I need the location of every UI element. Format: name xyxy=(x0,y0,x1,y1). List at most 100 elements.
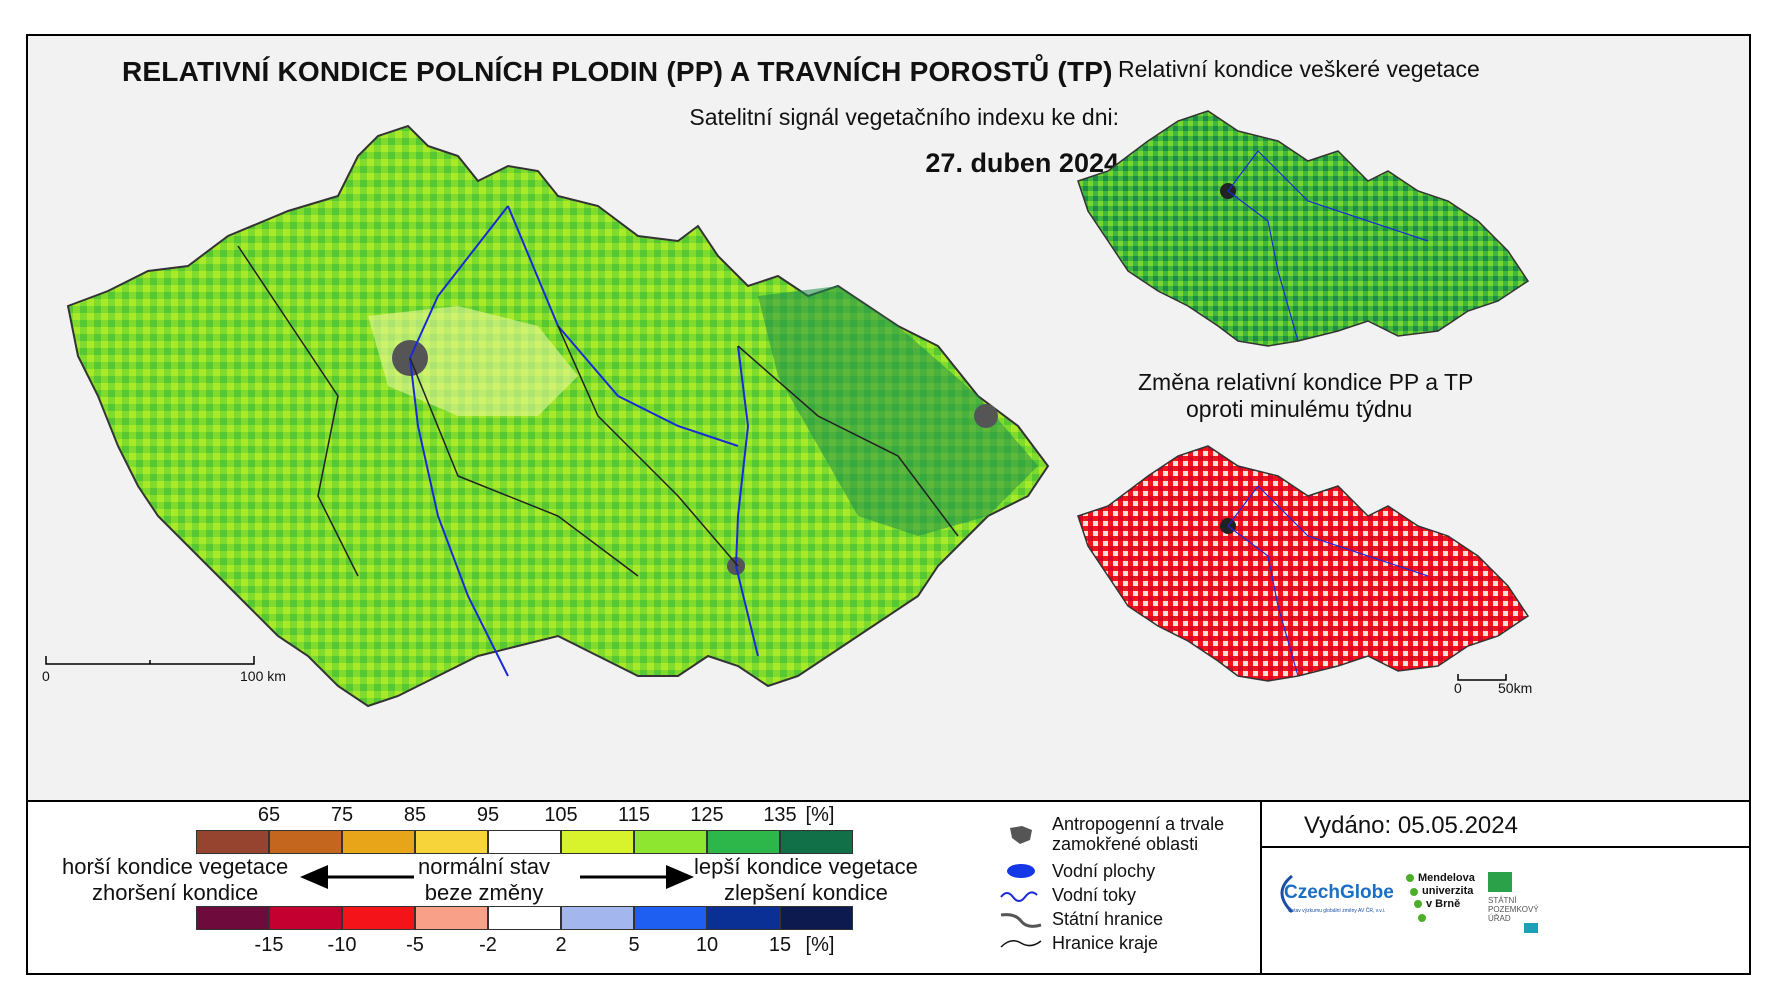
legend-panel: 65 75 85 95 105 115 125 135 [%] horší kondice ve… xyxy=(28,800,1749,975)
condition-tick-label: 125 xyxy=(690,804,724,826)
condition-scale xyxy=(196,830,853,854)
anthropogenic-line2: zamokřené oblasti xyxy=(1052,834,1199,854)
worse-line1: horší kondice vegetace xyxy=(62,854,289,879)
change-tick-label: 2 xyxy=(555,934,567,956)
change-swatch-1 xyxy=(269,906,342,930)
spu-green-square xyxy=(1488,872,1512,892)
main-scale-bar xyxy=(45,656,255,665)
date-label: 27. duben 2024 xyxy=(925,148,1119,178)
change-tick-label: -2 xyxy=(479,934,497,956)
condition-tick-label: 75 xyxy=(330,804,354,826)
change-unit-label: [%] xyxy=(805,934,835,956)
mendel-line3: v Brně xyxy=(1426,898,1461,910)
spu-line3: ÚŘAD xyxy=(1488,914,1511,923)
issued-date: Vydáno: 05.05.2024 xyxy=(1304,812,1518,839)
czech-republic-shape-small xyxy=(1077,110,1530,347)
spu-line1: STÁTNÍ xyxy=(1488,896,1517,905)
page-title: RELATIVNÍ KONDICE POLNÍCH PLODIN (PP) A … xyxy=(122,56,1113,87)
key-rivers: Vodní toky xyxy=(996,882,1136,908)
normal-line1: normální stav xyxy=(418,854,551,879)
side-scale-start: 0 xyxy=(1454,680,1462,696)
change-swatch-0 xyxy=(196,906,269,930)
condition-tick-label: 85 xyxy=(403,804,427,826)
region-borders xyxy=(237,245,959,577)
key-water-bodies: Vodní plochy xyxy=(996,858,1155,884)
better-text: lepší kondice vegetace zlepšení kondice xyxy=(694,854,918,906)
rivers-label: Vodní toky xyxy=(1052,884,1137,905)
condition-tick-label: 135 xyxy=(763,804,797,826)
panel-divider xyxy=(1260,802,1262,975)
river-icon xyxy=(996,882,1046,908)
better-line2: zlepšení kondice xyxy=(723,880,888,905)
condition-swatch-2 xyxy=(342,830,415,854)
dark-green-east-area xyxy=(758,286,1038,536)
condition-swatch-1 xyxy=(269,830,342,854)
change-tick-label: -10 xyxy=(327,934,357,956)
mendel-line1: Mendelova xyxy=(1418,872,1475,884)
mendel-line2: univerzita xyxy=(1422,885,1474,897)
main-scale-end: 100 km xyxy=(240,668,286,684)
condition-swatch-8 xyxy=(780,830,853,854)
condition-swatch-4 xyxy=(488,830,561,854)
issued-divider xyxy=(1260,846,1749,848)
czech-republic-shape xyxy=(66,124,1050,708)
change-swatch-4 xyxy=(488,906,561,930)
left-arrow xyxy=(300,865,414,889)
key-anthropogenic: Antropogenní a trvale zamokřené oblasti xyxy=(996,814,1224,854)
all-vegetation-title: Relativní kondice veškeré vegetace xyxy=(1118,56,1480,82)
anthropogenic-line1: Antropogenní a trvale xyxy=(1052,814,1225,834)
right-arrow xyxy=(580,865,694,889)
czechglobe-text: CzechGlobe xyxy=(1284,882,1394,903)
change-scale xyxy=(196,906,853,930)
change-tick-label: 10 xyxy=(695,934,719,956)
worse-line2: zhoršení kondice xyxy=(91,880,259,905)
change-swatch-3 xyxy=(415,906,488,930)
map-frame: RELATIVNÍ KONDICE POLNÍCH PLODIN (PP) A … xyxy=(26,34,1751,975)
change-swatch-7 xyxy=(707,906,780,930)
key-region-border: Hranice kraje xyxy=(996,930,1158,956)
region-border-label: Hranice kraje xyxy=(1052,932,1159,953)
ostrava-urban-area xyxy=(974,404,998,428)
state-border-icon xyxy=(996,906,1046,932)
main-scale-start: 0 xyxy=(42,668,50,684)
change-swatch-8 xyxy=(780,906,853,930)
main-condition-map xyxy=(66,124,1050,708)
normal-line2: beze změny xyxy=(424,880,544,905)
czechglobe-subtext: Ústav výzkumu globální změny AV ČR, v.v.… xyxy=(1288,908,1386,914)
water-body-icon xyxy=(996,858,1046,884)
change-map xyxy=(1077,445,1530,682)
region-border-icon xyxy=(996,930,1046,956)
river-vltava xyxy=(408,205,509,677)
change-tick-label: -15 xyxy=(254,934,284,956)
condition-tick-label: 115 xyxy=(618,804,650,826)
better-line1: lepší kondice vegetace xyxy=(694,854,918,879)
river-morava xyxy=(734,345,759,657)
normal-text: normální stav beze změny xyxy=(418,854,550,906)
change-tick-label: 15 xyxy=(768,934,792,956)
condition-swatch-0 xyxy=(196,830,269,854)
condition-tick-label: 105 xyxy=(544,804,578,826)
spu-line2: POZEMKOVÝ xyxy=(1488,905,1539,914)
all-vegetation-map xyxy=(1077,110,1530,347)
water-bodies-label: Vodní plochy xyxy=(1052,860,1156,881)
change-swatch-2 xyxy=(342,906,415,930)
side-scale-end: 50km xyxy=(1498,680,1533,696)
condition-swatch-7 xyxy=(707,830,780,854)
river-elbe xyxy=(507,205,739,447)
worse-text: horší kondice vegetace zhoršení kondice xyxy=(62,854,288,906)
urban-area-icon xyxy=(996,821,1046,847)
change-title-line2: oproti minulému týdnu xyxy=(1186,396,1413,422)
condition-unit-label: [%] xyxy=(805,804,835,826)
change-swatch-5 xyxy=(561,906,634,930)
change-tick-label: -5 xyxy=(406,934,424,956)
czech-republic-shape-small-change xyxy=(1077,445,1530,682)
spu-logo: STÁTNÍ POZEMKOVÝ ÚŘAD xyxy=(1488,872,1548,933)
condition-swatch-5 xyxy=(561,830,634,854)
condition-tick-label: 95 xyxy=(476,804,500,826)
spu-teal-square xyxy=(1524,923,1538,933)
change-title-line1: Změna relativní kondice PP a TP xyxy=(1138,369,1474,395)
key-state-border: Státní hranice xyxy=(996,906,1163,932)
subtitle: Satelitní signál vegetačního indexu ke d… xyxy=(689,104,1119,130)
condition-tick-label: 65 xyxy=(257,804,281,826)
side-scale-bar xyxy=(1457,674,1507,681)
